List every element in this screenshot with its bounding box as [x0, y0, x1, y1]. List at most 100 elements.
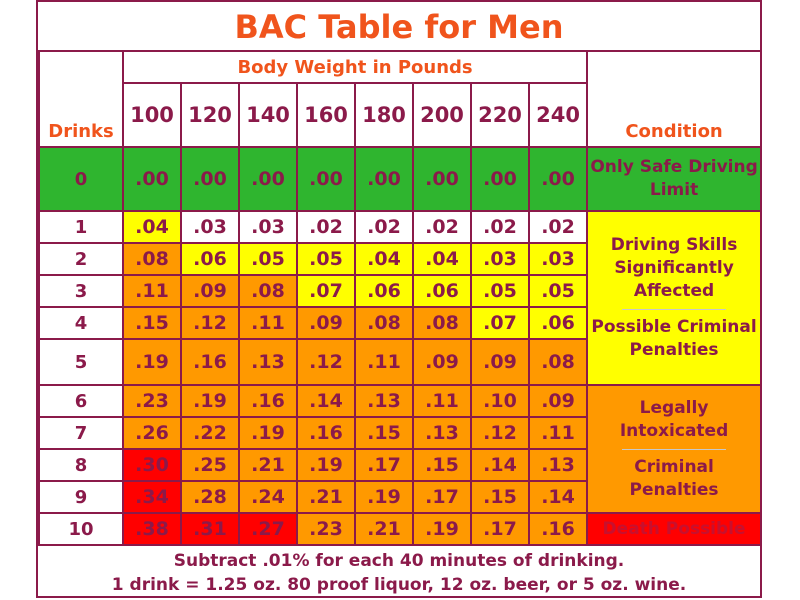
bac-value-cell: .21 — [238, 448, 298, 482]
bac-table: Drinks Body Weight in Pounds Condition 1… — [38, 50, 763, 546]
table-row: 3.11.09.08.07.06.06.05.05 — [38, 274, 761, 308]
bac-value-cell: .05 — [238, 242, 298, 276]
bac-value-cell: .07 — [296, 274, 356, 308]
weight-header-5: 200 — [412, 82, 472, 148]
bac-value-cell: .11 — [527, 416, 589, 450]
bac-value-cell: .00 — [354, 146, 414, 212]
condition-header: Condition — [586, 50, 763, 148]
condition-divider — [622, 309, 726, 310]
bac-value-cell: .00 — [238, 146, 298, 212]
condition-skills: Driving Skills Significantly Affected — [610, 235, 738, 301]
bac-value-cell: .27 — [238, 512, 298, 546]
bac-value-cell: .09 — [470, 338, 530, 386]
bac-value-cell: .16 — [527, 512, 589, 546]
page-title: BAC Table for Men — [38, 2, 760, 52]
bac-value-cell: .17 — [412, 480, 472, 514]
drinks-cell: 0 — [38, 146, 124, 212]
weight-row: 100 120 140 160 180 200 220 240 — [39, 82, 761, 148]
bac-value-cell: .03 — [527, 242, 589, 276]
condition-divider — [622, 448, 726, 450]
bac-value-cell: .11 — [354, 338, 414, 386]
bac-value-cell: .16 — [238, 384, 298, 418]
drinks-cell: 5 — [38, 338, 124, 386]
bac-value-cell: .08 — [354, 306, 414, 340]
bac-value-cell: .14 — [527, 480, 589, 514]
drinks-cell: 9 — [38, 480, 124, 514]
bac-value-cell: .30 — [122, 448, 182, 482]
bac-value-cell: .07 — [470, 306, 530, 340]
bac-value-cell: .02 — [527, 210, 589, 244]
bac-value-cell: .06 — [527, 306, 589, 340]
bac-value-cell: .00 — [180, 146, 240, 212]
drinks-cell: 2 — [38, 242, 124, 276]
bac-value-cell: .08 — [412, 306, 472, 340]
bac-value-cell: .08 — [527, 338, 589, 386]
footer-line-2: 1 drink = 1.25 oz. 80 proof liquor, 12 o… — [111, 575, 687, 595]
bac-value-cell: .00 — [412, 146, 472, 212]
bac-value-cell: .05 — [296, 242, 356, 276]
bac-value-cell: .12 — [470, 416, 530, 450]
table-row: 4.15.12.11.09.08.08.07.06 — [38, 306, 761, 340]
bac-value-cell: .23 — [122, 384, 182, 418]
bac-value-cell: .14 — [296, 384, 356, 418]
bac-value-cell: .19 — [296, 448, 356, 482]
bac-value-cell: .15 — [122, 306, 182, 340]
bac-value-cell: .11 — [122, 274, 182, 308]
bac-value-cell: .24 — [238, 480, 298, 514]
bac-value-cell: .09 — [296, 306, 356, 340]
bac-table-body: Drinks Body Weight in Pounds Condition 1… — [38, 50, 763, 546]
drinks-cell: 4 — [38, 306, 124, 340]
drinks-cell: 8 — [38, 448, 124, 482]
bac-value-cell: .16 — [296, 416, 356, 450]
table-row: 8.30.25.21.19.17.15.14.13 — [38, 448, 761, 482]
bac-value-cell: .19 — [180, 384, 240, 418]
bac-value-cell: .00 — [527, 146, 589, 212]
weight-header-1: 120 — [180, 82, 240, 148]
bac-value-cell: .00 — [470, 146, 530, 212]
condition-safe: Only Safe Driving Limit — [590, 157, 758, 200]
bac-value-cell: .06 — [180, 242, 240, 276]
bac-value-cell: .03 — [470, 242, 530, 276]
bac-value-cell: .26 — [122, 416, 182, 450]
bac-value-cell: .16 — [180, 338, 240, 386]
bac-value-cell: .08 — [122, 242, 182, 276]
bac-value-cell: .04 — [122, 210, 182, 244]
bac-value-cell: .15 — [470, 480, 530, 514]
weight-header-6: 220 — [470, 82, 530, 148]
drinks-cell: 1 — [38, 210, 124, 244]
bac-value-cell: .03 — [238, 210, 298, 244]
bac-value-cell: .13 — [238, 338, 298, 386]
weight-header-3: 160 — [296, 82, 356, 148]
bac-value-cell: .02 — [470, 210, 530, 244]
footer-line-1: Subtract .01% for each 40 minutes of dri… — [173, 551, 625, 571]
bac-value-cell: .06 — [412, 274, 472, 308]
bac-value-cell: .08 — [238, 274, 298, 308]
bac-value-cell: .34 — [122, 480, 182, 514]
weight-header-2: 140 — [238, 82, 298, 148]
bac-value-cell: .17 — [354, 448, 414, 482]
bac-value-cell: .02 — [354, 210, 414, 244]
bac-value-cell: .13 — [527, 448, 589, 482]
bac-value-cell: .00 — [122, 146, 182, 212]
table-row: 2.08.06.05.05.04.04.03.03 — [38, 242, 761, 276]
drinks-header: Drinks — [38, 50, 124, 148]
table-row: 10.38.31.27.23.21.19.17.16 Death Possible — [38, 512, 763, 546]
bac-value-cell: .19 — [354, 480, 414, 514]
bac-value-cell: .11 — [238, 306, 298, 340]
bac-value-cell: .03 — [180, 210, 240, 244]
bac-value-cell: .09 — [412, 338, 472, 386]
bac-value-cell: .05 — [527, 274, 589, 308]
condition-death: Death Possible — [602, 518, 746, 539]
bac-value-cell: .00 — [296, 146, 356, 212]
condition-criminal: Criminal Penalties — [629, 456, 719, 500]
bac-value-cell: .21 — [296, 480, 356, 514]
bac-value-cell: .31 — [180, 512, 240, 546]
weight-header-0: 100 — [122, 82, 182, 148]
bac-value-cell: .02 — [296, 210, 356, 244]
bac-value-cell: .38 — [122, 512, 182, 546]
bac-value-cell: .15 — [412, 448, 472, 482]
table-row: 5.19.16.13.12.11.09.09.08 — [38, 338, 761, 386]
bac-value-cell: .14 — [470, 448, 530, 482]
bac-value-cell: .02 — [412, 210, 472, 244]
bac-value-cell: .19 — [238, 416, 298, 450]
